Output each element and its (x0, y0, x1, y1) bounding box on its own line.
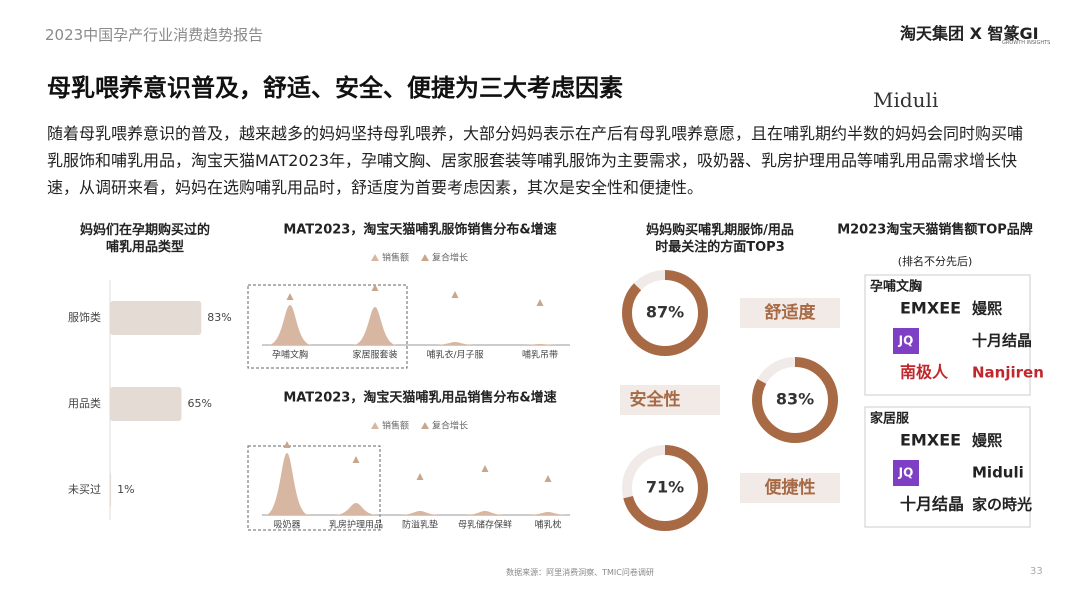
brands-title: M2023淘宝天猫销售额TOP品牌 (837, 222, 1033, 238)
sales-peak (265, 453, 309, 515)
legend-label: 复合增长 (432, 420, 468, 432)
brand-text: JQ (898, 334, 914, 348)
brand-text: 家の時光 (972, 496, 1032, 514)
chart-title: MAT2023，淘宝天猫哺乳用品销售分布&增速 (283, 390, 556, 406)
source: 数据来源：阿里消费洞察、TMIC问卷调研 (506, 568, 654, 577)
highlight-box (247, 284, 408, 369)
growth-marker (451, 291, 459, 298)
title-line: 时最关注的方面TOP3 (655, 239, 785, 255)
category-label: 乳房护理用品 (329, 519, 383, 531)
brand-text: 十月结晶 (900, 495, 964, 514)
legend-label: 复合增长 (432, 252, 468, 264)
sales-peak (526, 512, 570, 515)
sales-peak (268, 305, 312, 345)
growth-marker (352, 456, 360, 463)
title-line: 妈妈购买哺乳期服饰/用品 (646, 222, 794, 238)
category-label: 舒适度 (765, 302, 817, 323)
brand-text: 嫚熙 (972, 300, 1002, 318)
legend-label: 销售额 (382, 420, 409, 432)
brand-box (864, 406, 1031, 528)
group-name: 孕哺文胸 (870, 279, 922, 295)
brand-text: Nanjiren (972, 364, 1044, 382)
bar (110, 301, 202, 335)
category-label: 用品类 (68, 396, 101, 410)
logo-left: 淘天集团 (900, 24, 965, 43)
value-label: 1% (117, 483, 134, 496)
report-title: 2023中国孕产行业消费趋势报告 (45, 26, 264, 44)
sales-peak (398, 511, 442, 515)
label-box (740, 473, 840, 503)
sales-peak (353, 307, 397, 345)
logo-x: X (969, 24, 982, 43)
brand-text: 南极人 (900, 363, 949, 382)
title-line: 妈妈们在孕期购买过的 (80, 222, 210, 238)
growth-marker (286, 293, 294, 300)
ring (752, 357, 838, 443)
legend-marker (371, 254, 379, 261)
brand-text: 嫚熙 (972, 432, 1002, 450)
legend-marker (421, 422, 429, 429)
growth-marker (481, 465, 489, 472)
growth-marker (536, 299, 544, 306)
sales-peak (433, 342, 477, 345)
chart-title: 妈妈们在孕期购买过的哺乳用品类型 (80, 222, 210, 255)
value-label: 71% (646, 478, 684, 497)
category-label: 防溢乳垫 (402, 519, 438, 531)
brand-icon (893, 460, 919, 486)
label-box (620, 385, 720, 415)
brand-icon (893, 328, 919, 354)
brand-text: 十月结晶 (972, 332, 1032, 350)
growth-marker (416, 473, 424, 480)
bar (110, 473, 112, 507)
brand-mark: Miduli (873, 88, 939, 112)
legend-marker (371, 422, 379, 429)
bar (110, 387, 182, 421)
growth-marker (283, 441, 291, 448)
brand-text: EMXEE (900, 299, 961, 318)
value-label: 83% (776, 390, 814, 409)
category-label: 服饰类 (68, 310, 101, 324)
chart-title: MAT2023，淘宝天猫哺乳服饰销售分布&增速 (283, 222, 556, 238)
brand-text: EMXEE (900, 431, 961, 450)
sales-peak (518, 344, 562, 345)
category-label: 母乳储存保鲜 (458, 519, 512, 531)
brands-note: (排名不分先后) (898, 254, 973, 268)
brand-text: JQ (898, 466, 914, 480)
logo: 淘天集团 X 智篆GI (900, 20, 1039, 44)
category-label: 孕哺文胸 (272, 349, 308, 361)
value-label: 83% (207, 311, 231, 324)
category-label: 安全性 (630, 389, 681, 410)
logo-sub: GROWTH INSIGHTS (1002, 40, 1051, 46)
sales-peak (334, 503, 378, 515)
category-label: 哺乳衣/月子服 (426, 349, 483, 361)
category-label: 未买过 (68, 483, 101, 496)
value-label: 87% (646, 303, 684, 322)
category-label: 家居服套装 (352, 349, 397, 361)
legend-label: 销售额 (382, 252, 409, 264)
category-label: 吸奶器 (273, 519, 300, 531)
highlight-box (247, 445, 381, 531)
legend-marker (421, 254, 429, 261)
chart-title: 妈妈购买哺乳期服饰/用品时最关注的方面TOP3 (646, 222, 794, 255)
label-box (740, 298, 840, 328)
title-line: 哺乳用品类型 (106, 239, 184, 255)
brand-box (864, 274, 1031, 396)
group-name: 家居服 (870, 411, 910, 427)
sales-peak (463, 511, 507, 515)
brand-text: Miduli (972, 464, 1024, 482)
ring (622, 270, 708, 356)
ring (622, 445, 708, 531)
logo-right: 智篆GI (987, 24, 1039, 43)
value-label: 65% (188, 397, 212, 410)
growth-marker (544, 475, 552, 482)
page-number: 33 (1030, 566, 1043, 577)
slide-title: 母乳喂养意识普及，舒适、安全、便捷为三大考虑因素 (47, 74, 623, 102)
category-label: 便捷性 (765, 477, 816, 498)
category-label: 哺乳枕 (534, 519, 561, 531)
summary: 随着母乳喂养意识的普及，越来越多的妈妈坚持母乳喂养，大部分妈妈表示在产后有母乳喂… (47, 124, 1024, 197)
growth-marker (371, 284, 379, 291)
category-label: 哺乳吊带 (522, 349, 558, 361)
